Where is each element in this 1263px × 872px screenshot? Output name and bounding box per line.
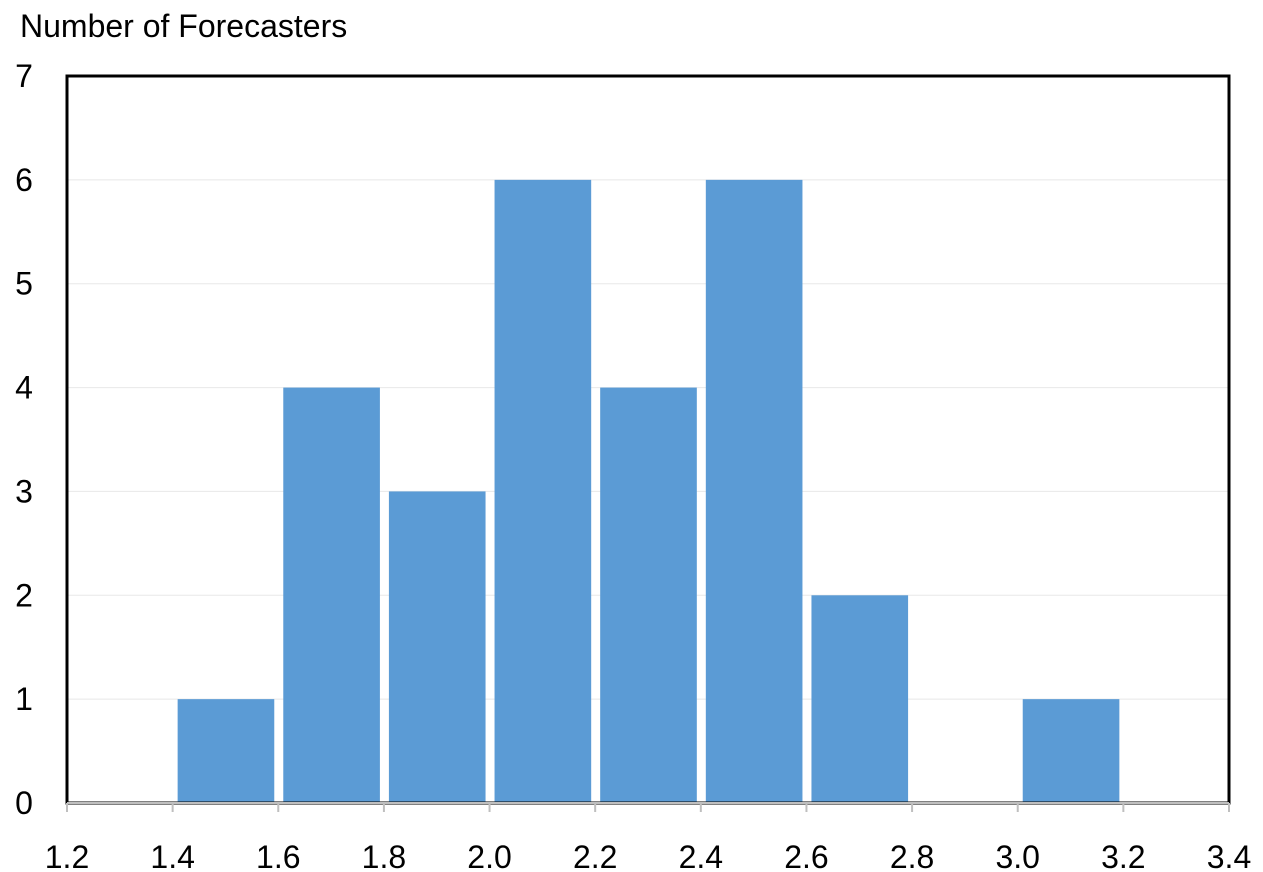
bar-3	[494, 179, 592, 803]
x-tick-label: 3.2	[1101, 839, 1145, 872]
bar-5	[705, 179, 803, 803]
bar-0	[177, 699, 275, 803]
x-tick-labels: 1.2 1.4 1.6 1.8 2.0 2.2 2.4 2.6 2.8 3.0 3.2 3.4	[45, 839, 1251, 872]
y-tick-label: 6	[15, 162, 33, 198]
bar-1	[283, 387, 380, 803]
x-tick-label: 1.8	[362, 839, 406, 872]
y-tick-label: 5	[15, 266, 33, 302]
y-tick-label: 4	[15, 370, 33, 406]
x-tick-label: 1.6	[256, 839, 300, 872]
bars	[177, 179, 1120, 803]
y-tick-label: 3	[15, 473, 33, 509]
bar-2	[388, 491, 486, 803]
bar-8	[1022, 699, 1120, 803]
y-tick-label: 2	[15, 577, 33, 613]
x-tick-label: 2.0	[467, 839, 511, 872]
y-tick-labels: 0 1 2 3 4 5 6 7	[15, 58, 33, 821]
x-tick-label: 3.0	[995, 839, 1039, 872]
x-tick-label: 2.2	[573, 839, 617, 872]
x-tick-label: 2.4	[679, 839, 723, 872]
axis-ticks	[66, 802, 1230, 812]
y-tick-label: 1	[15, 681, 33, 717]
x-tick-label: 3.4	[1207, 839, 1251, 872]
y-tick-label: 0	[15, 785, 33, 821]
bar-4	[600, 387, 697, 803]
y-axis-label: Number of Forecasters	[20, 8, 348, 44]
y-tick-label: 7	[15, 58, 33, 94]
x-tick-label: 2.8	[890, 839, 934, 872]
x-tick-label: 1.4	[150, 839, 194, 872]
bar-6	[811, 595, 909, 803]
x-tick-label: 2.6	[784, 839, 828, 872]
x-tick-label: 1.2	[45, 839, 89, 872]
